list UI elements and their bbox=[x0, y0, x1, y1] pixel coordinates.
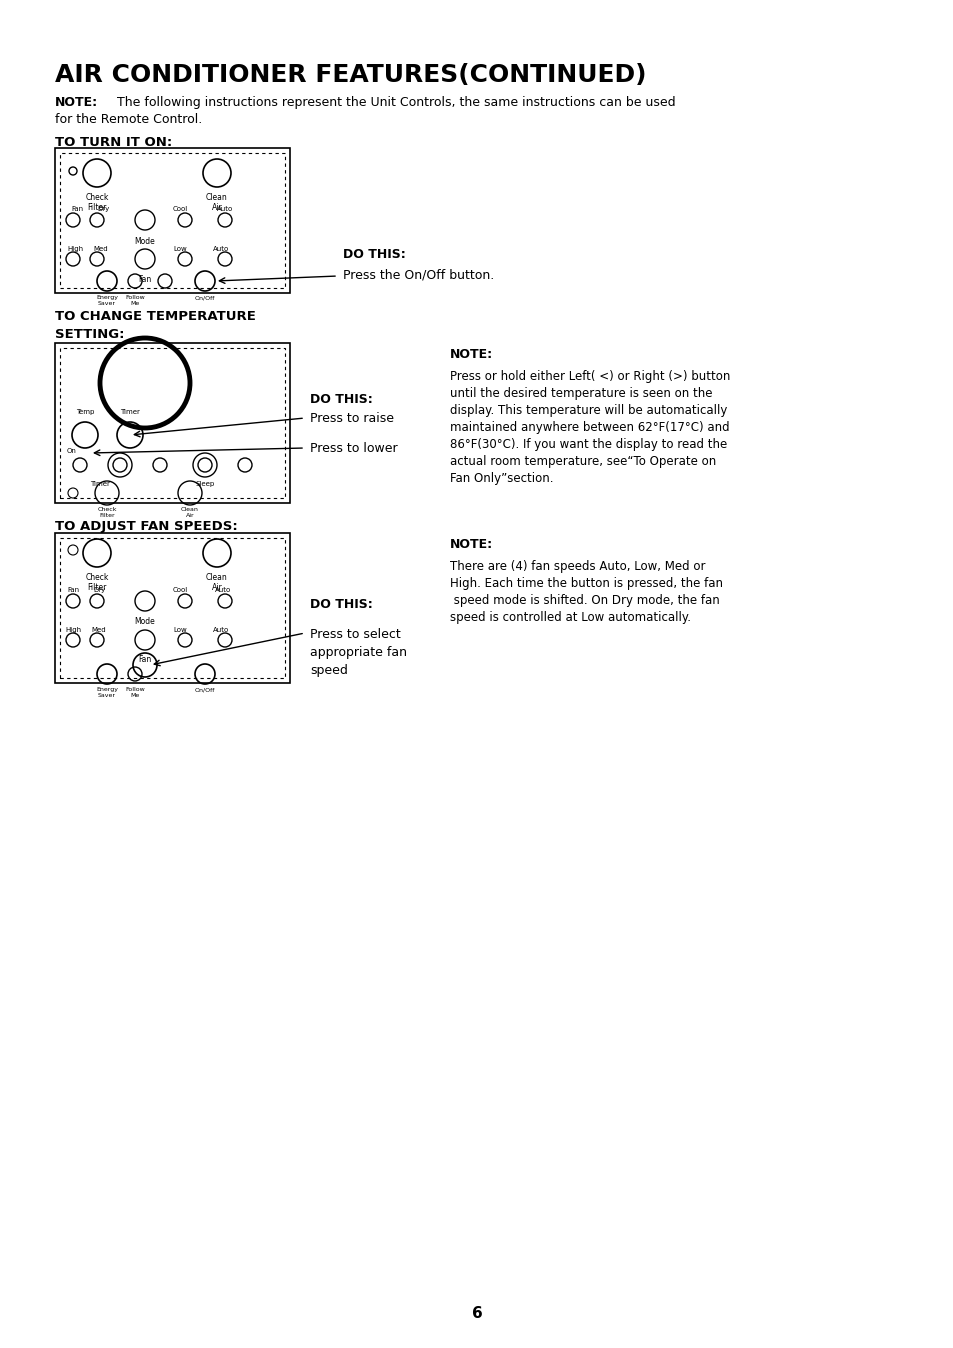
Text: Timer: Timer bbox=[90, 481, 110, 487]
Text: AIR CONDITIONER FEATURES(CONTINUED): AIR CONDITIONER FEATURES(CONTINUED) bbox=[55, 63, 646, 88]
Text: Low: Low bbox=[172, 627, 187, 634]
Text: On/Off: On/Off bbox=[194, 687, 215, 692]
Text: Fan: Fan bbox=[67, 586, 79, 593]
Text: Fan: Fan bbox=[71, 206, 83, 212]
Text: Fan: Fan bbox=[138, 275, 152, 284]
Text: Press to select
appropriate fan
speed: Press to select appropriate fan speed bbox=[310, 628, 407, 677]
Text: Timer: Timer bbox=[120, 408, 140, 415]
Text: DO THIS:: DO THIS: bbox=[310, 599, 373, 611]
Text: for the Remote Control.: for the Remote Control. bbox=[55, 113, 202, 125]
Text: Clean
Air: Clean Air bbox=[206, 573, 228, 592]
Text: Fan: Fan bbox=[138, 655, 152, 665]
Text: Clean
Air: Clean Air bbox=[206, 193, 228, 213]
Text: Energy
Saver: Energy Saver bbox=[96, 687, 118, 698]
Text: Mode: Mode bbox=[134, 617, 155, 625]
Text: DO THIS:: DO THIS: bbox=[310, 394, 373, 406]
Text: Follow
Me: Follow Me bbox=[125, 295, 145, 306]
Text: NOTE:: NOTE: bbox=[55, 96, 98, 109]
Text: Check
Filter: Check Filter bbox=[85, 193, 109, 213]
Text: TO CHANGE TEMPERATURE: TO CHANGE TEMPERATURE bbox=[55, 310, 255, 324]
Text: Check
Filter: Check Filter bbox=[97, 507, 116, 518]
Text: Cool: Cool bbox=[172, 206, 188, 212]
Text: Temp: Temp bbox=[75, 408, 94, 415]
Text: There are (4) fan speeds Auto, Low, Med or
High. Each time the button is pressed: There are (4) fan speeds Auto, Low, Med … bbox=[450, 559, 722, 624]
Text: DO THIS:: DO THIS: bbox=[343, 248, 405, 262]
Text: TO TURN IT ON:: TO TURN IT ON: bbox=[55, 136, 172, 150]
Text: Energy
Saver: Energy Saver bbox=[96, 295, 118, 306]
Text: NOTE:: NOTE: bbox=[450, 538, 493, 551]
Text: High: High bbox=[67, 245, 83, 252]
Text: Sleep: Sleep bbox=[195, 481, 214, 487]
Text: Press or hold either Left( <) or Right (>) button
until the desired temperature : Press or hold either Left( <) or Right (… bbox=[450, 369, 730, 485]
Text: High: High bbox=[65, 627, 81, 634]
Text: Mode: Mode bbox=[134, 237, 155, 245]
Text: Dry: Dry bbox=[97, 206, 110, 212]
Text: On/Off: On/Off bbox=[194, 295, 215, 301]
Text: Press to lower: Press to lower bbox=[310, 442, 397, 454]
Text: Low: Low bbox=[172, 245, 187, 252]
Text: Dry: Dry bbox=[92, 586, 105, 593]
Text: Auto: Auto bbox=[213, 245, 229, 252]
Text: Follow
Me: Follow Me bbox=[125, 687, 145, 698]
Text: 6: 6 bbox=[471, 1305, 482, 1321]
Text: Cool: Cool bbox=[172, 586, 188, 593]
Text: Check
Filter: Check Filter bbox=[85, 573, 109, 592]
Text: NOTE:: NOTE: bbox=[450, 348, 493, 361]
Text: Auto: Auto bbox=[216, 206, 233, 212]
Text: Med: Med bbox=[92, 245, 108, 252]
Text: Med: Med bbox=[91, 627, 106, 634]
Text: SETTING:: SETTING: bbox=[55, 328, 125, 341]
Text: Press the On/Off button.: Press the On/Off button. bbox=[343, 268, 494, 280]
Text: Auto: Auto bbox=[213, 627, 229, 634]
Text: TO ADJUST FAN SPEEDS:: TO ADJUST FAN SPEEDS: bbox=[55, 520, 237, 532]
Text: Clean
Air: Clean Air bbox=[181, 507, 199, 518]
Text: Auto: Auto bbox=[214, 586, 231, 593]
Text: Press to raise: Press to raise bbox=[310, 411, 394, 425]
Text: On: On bbox=[67, 448, 77, 454]
Text: The following instructions represent the Unit Controls, the same instructions ca: The following instructions represent the… bbox=[112, 96, 675, 109]
